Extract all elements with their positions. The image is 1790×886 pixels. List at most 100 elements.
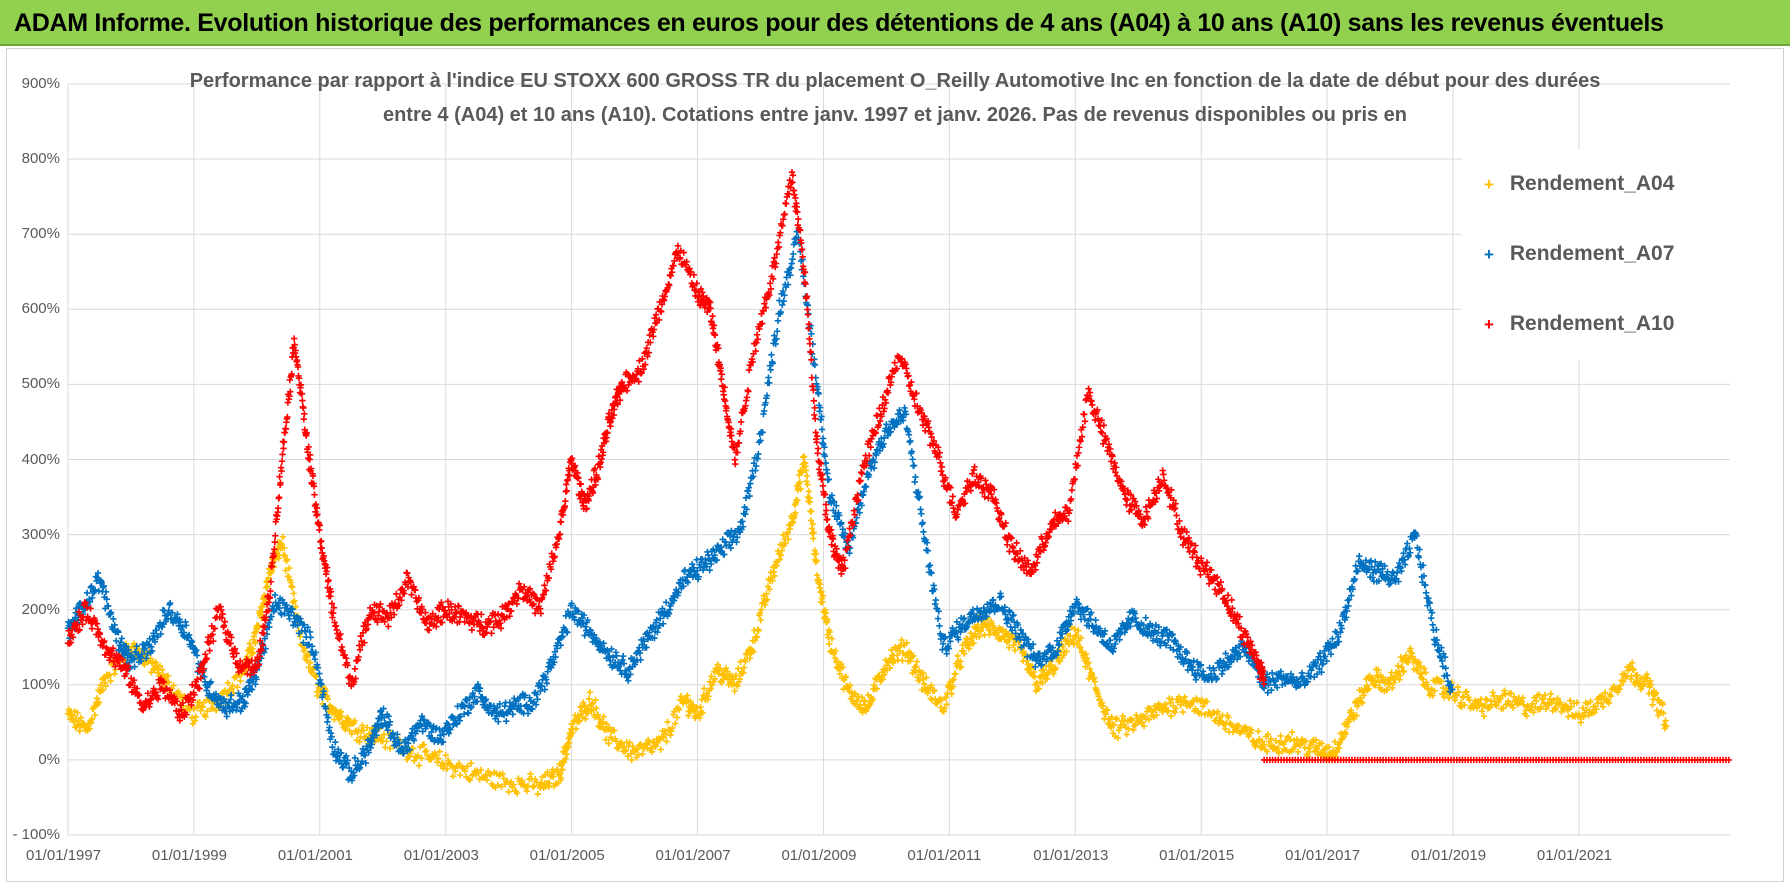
marker-rendement-a10 xyxy=(300,404,307,412)
marker-rendement-a04 xyxy=(224,679,232,687)
marker-rendement-a04 xyxy=(378,734,386,742)
marker-rendement-a10 xyxy=(280,445,287,452)
marker-rendement-a07 xyxy=(307,634,314,641)
marker-rendement-a04 xyxy=(1179,708,1186,716)
marker-rendement-a04 xyxy=(342,726,349,733)
marker-rendement-a04 xyxy=(808,508,815,515)
marker-rendement-a04 xyxy=(415,762,423,769)
marker-rendement-a04 xyxy=(811,547,818,554)
marker-rendement-a04 xyxy=(249,649,257,657)
marker-rendement-a04 xyxy=(481,773,488,780)
marker-rendement-a04 xyxy=(510,781,517,789)
marker-rendement-a04 xyxy=(1489,689,1496,696)
marker-rendement-a04 xyxy=(292,603,300,610)
marker-rendement-a04 xyxy=(651,743,659,750)
marker-rendement-a04 xyxy=(784,529,791,536)
marker-rendement-a04 xyxy=(700,685,708,692)
marker-rendement-a04 xyxy=(668,728,675,735)
points-layer xyxy=(64,168,1732,798)
marker-rendement-a04 xyxy=(803,472,811,480)
marker-rendement-a04 xyxy=(565,744,572,751)
marker-rendement-a04 xyxy=(301,645,308,652)
marker-rendement-a07 xyxy=(1092,617,1099,624)
marker-rendement-a04 xyxy=(711,675,719,683)
marker-rendement-a04 xyxy=(156,662,164,669)
marker-rendement-a04 xyxy=(810,535,817,542)
marker-rendement-a04 xyxy=(477,766,485,774)
marker-rendement-a04 xyxy=(642,741,649,748)
marker-rendement-a04 xyxy=(364,724,371,731)
report-banner: ADAM Informe. Evolution historique des p… xyxy=(0,0,1790,46)
marker-rendement-a04 xyxy=(351,717,358,724)
marker-rendement-a07 xyxy=(620,652,627,660)
marker-rendement-a04 xyxy=(1255,728,1262,735)
marker-rendement-a10 xyxy=(301,410,308,418)
marker-rendement-a04 xyxy=(557,774,565,781)
marker-rendement-a04 xyxy=(672,720,679,727)
marker-rendement-a04 xyxy=(556,770,564,778)
marker-rendement-a04 xyxy=(708,673,715,680)
marker-rendement-a04 xyxy=(802,467,810,474)
marker-rendement-a04 xyxy=(170,682,177,689)
marker-rendement-a04 xyxy=(634,746,641,753)
marker-rendement-a04 xyxy=(812,550,820,557)
marker-rendement-a04 xyxy=(291,597,298,605)
marker-rendement-a04 xyxy=(221,687,229,694)
marker-rendement-a04 xyxy=(404,754,412,761)
marker-rendement-a04 xyxy=(778,547,786,554)
report-title: ADAM Informe. Evolution historique des p… xyxy=(14,9,1664,37)
marker-rendement-a10 xyxy=(488,630,495,637)
marker-rendement-a10 xyxy=(313,512,320,519)
marker-rendement-a10 xyxy=(278,467,285,475)
marker-rendement-a07 xyxy=(918,510,925,517)
marker-rendement-a07 xyxy=(789,250,797,258)
chart-frame xyxy=(6,48,1784,882)
marker-rendement-a04 xyxy=(1131,722,1138,730)
marker-rendement-a07 xyxy=(825,476,832,483)
marker-rendement-a04 xyxy=(1547,690,1555,697)
marker-rendement-a04 xyxy=(191,717,199,725)
marker-rendement-a04 xyxy=(603,720,610,728)
marker-rendement-a04 xyxy=(764,596,771,603)
marker-rendement-a04 xyxy=(621,748,629,755)
marker-rendement-a04 xyxy=(819,598,826,606)
marker-rendement-a04 xyxy=(1289,729,1296,736)
marker-rendement-a10 xyxy=(88,625,96,632)
marker-rendement-a07 xyxy=(83,589,91,597)
marker-rendement-a04 xyxy=(432,751,440,759)
marker-rendement-a04 xyxy=(560,759,568,766)
marker-rendement-a10 xyxy=(385,623,392,630)
marker-rendement-a04 xyxy=(527,770,534,778)
marker-rendement-a04 xyxy=(572,725,580,733)
marker-rendement-a04 xyxy=(487,771,494,778)
marker-rendement-a07 xyxy=(909,456,916,463)
marker-rendement-a04 xyxy=(819,592,827,600)
marker-rendement-a04 xyxy=(518,777,526,784)
marker-rendement-a04 xyxy=(424,752,431,759)
marker-rendement-a04 xyxy=(600,713,607,720)
marker-rendement-a04 xyxy=(585,695,593,702)
marker-rendement-a04 xyxy=(804,481,811,488)
marker-rendement-a10 xyxy=(280,438,288,446)
marker-rendement-a07 xyxy=(326,724,333,731)
marker-rendement-a07 xyxy=(932,596,940,604)
marker-rendement-a04 xyxy=(97,681,104,689)
marker-rendement-a04 xyxy=(687,698,694,705)
marker-rendement-a04 xyxy=(734,682,741,690)
marker-rendement-a04 xyxy=(758,606,765,613)
marker-rendement-a04 xyxy=(627,750,634,758)
marker-rendement-a04 xyxy=(383,738,390,745)
marker-rendement-a04 xyxy=(434,758,441,766)
marker-rendement-a04 xyxy=(283,556,291,563)
marker-rendement-a04 xyxy=(757,616,764,624)
marker-rendement-a04 xyxy=(443,765,451,773)
marker-rendement-a10 xyxy=(290,335,298,342)
marker-rendement-a07 xyxy=(131,663,138,670)
marker-rendement-a04 xyxy=(88,715,96,723)
marker-rendement-a04 xyxy=(418,754,425,762)
marker-rendement-a04 xyxy=(281,552,289,559)
marker-rendement-a04 xyxy=(467,760,475,767)
marker-rendement-a04 xyxy=(546,780,553,787)
marker-rendement-a04 xyxy=(753,633,761,641)
marker-rendement-a04 xyxy=(756,610,764,617)
